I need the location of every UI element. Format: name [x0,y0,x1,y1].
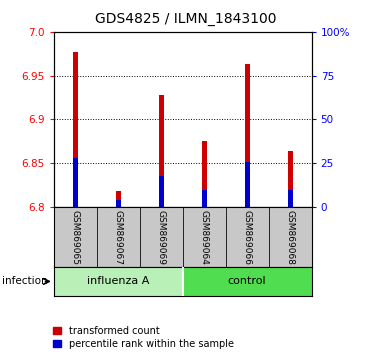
Bar [201,189,207,207]
Bar [116,191,121,207]
Text: GSM869064: GSM869064 [200,210,209,265]
Text: GSM869069: GSM869069 [157,210,166,265]
Legend: transformed count, percentile rank within the sample: transformed count, percentile rank withi… [53,326,234,349]
Bar [73,52,78,207]
Bar [73,158,78,207]
Text: infection: infection [2,276,47,286]
Bar [54,267,183,296]
Bar [244,161,250,207]
Bar [201,141,207,207]
Text: GSM869065: GSM869065 [71,210,80,265]
Text: influenza A: influenza A [87,276,150,286]
Text: GSM869066: GSM869066 [243,210,252,265]
Bar [54,207,97,267]
Bar [288,189,293,207]
Text: control: control [228,276,266,286]
Bar [226,207,269,267]
Text: GSM869068: GSM869068 [286,210,295,265]
Bar [183,207,226,267]
Bar [140,207,183,267]
Text: GDS4825 / ILMN_1843100: GDS4825 / ILMN_1843100 [95,12,276,27]
Bar [183,267,312,296]
Bar [116,200,121,207]
Bar [97,207,140,267]
Bar [288,151,293,207]
Bar [159,95,164,207]
Bar [159,176,164,207]
Bar [244,64,250,207]
Text: GSM869067: GSM869067 [114,210,123,265]
Bar [269,207,312,267]
